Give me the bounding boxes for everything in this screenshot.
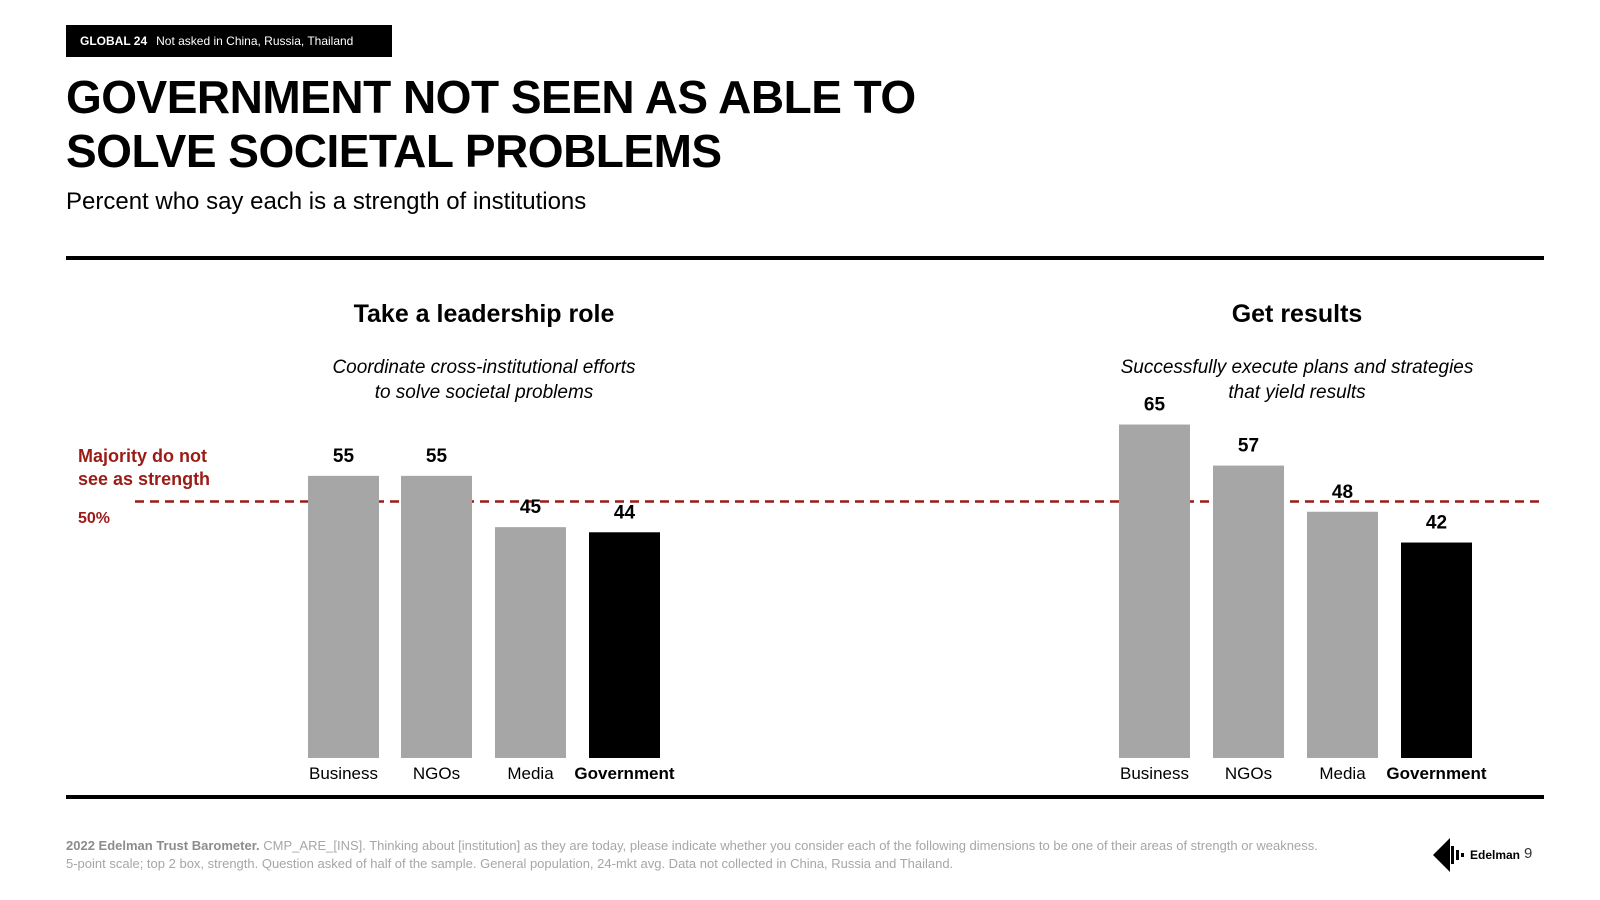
market-tag: GLOBAL 24 Not asked in China, Russia, Th… — [66, 25, 392, 57]
category-label-2-government: Government — [1386, 764, 1486, 783]
bar-2-media — [1307, 511, 1378, 758]
bar-2-ngos — [1213, 465, 1284, 758]
logo-text: Edelman — [1470, 848, 1521, 862]
page-title: GOVERNMENT NOT SEEN AS ABLE TO SOLVE SOC… — [66, 70, 1166, 178]
tag-label: GLOBAL 24 — [80, 34, 148, 48]
value-label-1-media: 45 — [520, 497, 542, 518]
page-subtitle: Percent who say each is a strength of in… — [66, 188, 587, 215]
category-label-2-media: Media — [1319, 764, 1366, 783]
tag-note: Not asked in China, Russia, Thailand — [156, 34, 354, 48]
panel-description-leadership: Coordinate cross-institutional efforts t… — [332, 355, 635, 405]
description-line: Coordinate cross-institutional efforts — [332, 357, 636, 378]
value-label-1-business: 55 — [333, 446, 355, 467]
category-label-2-ngos: NGOs — [1225, 764, 1272, 783]
bar-1-media — [495, 527, 566, 758]
category-label-2-business: Business — [1120, 764, 1189, 783]
value-label-1-ngos: 55 — [426, 446, 448, 467]
category-label-1-ngos: NGOs — [413, 764, 460, 783]
bottom-divider — [66, 795, 1544, 799]
majority-annotation: Majority do not see as strength — [78, 445, 210, 491]
bar-2-government — [1401, 542, 1472, 758]
source-footnote: 2022 Edelman Trust Barometer. CMP_ARE_[I… — [66, 837, 1326, 873]
reference-line-label: 50% — [78, 510, 111, 527]
bar-2-business — [1119, 424, 1190, 758]
panel-title-results: Get results — [1231, 300, 1363, 328]
description-line: that yield results — [1228, 382, 1366, 403]
bar-1-government — [589, 532, 660, 758]
value-label-2-ngos: 57 — [1238, 436, 1259, 457]
majority-line: see as strength — [78, 469, 211, 489]
value-label-1-government: 44 — [614, 502, 636, 523]
source-text: CMP_ARE_[INS]. Thinking about [instituti… — [66, 838, 1318, 871]
category-label-1-media: Media — [507, 764, 554, 783]
description-line: to solve societal problems — [374, 382, 594, 403]
title-line-2: SOLVE SOCIETAL PROBLEMS — [66, 125, 722, 177]
bar-1-business — [308, 475, 379, 758]
category-label-1-business: Business — [309, 764, 378, 783]
edelman-logo: Edelman — [1433, 838, 1520, 872]
panel-description-results: Successfully execute plans and strategie… — [1121, 355, 1474, 405]
value-label-2-government: 42 — [1426, 513, 1447, 534]
value-label-2-media: 48 — [1332, 482, 1353, 503]
category-label-1-government: Government — [574, 764, 674, 783]
description-line: Successfully execute plans and strategie… — [1120, 357, 1474, 378]
panel-title-leadership: Take a leadership role — [353, 300, 615, 328]
majority-line: Majority do not — [78, 446, 207, 466]
edelman-mark-icon — [1433, 838, 1464, 872]
title-line-1: GOVERNMENT NOT SEEN AS ABLE TO — [66, 71, 916, 123]
value-label-2-business: 65 — [1144, 395, 1166, 416]
top-divider — [66, 256, 1544, 260]
page-number: 9 — [1524, 845, 1533, 862]
bar-1-ngos — [401, 475, 472, 758]
source-title: 2022 Edelman Trust Barometer. — [66, 838, 260, 853]
